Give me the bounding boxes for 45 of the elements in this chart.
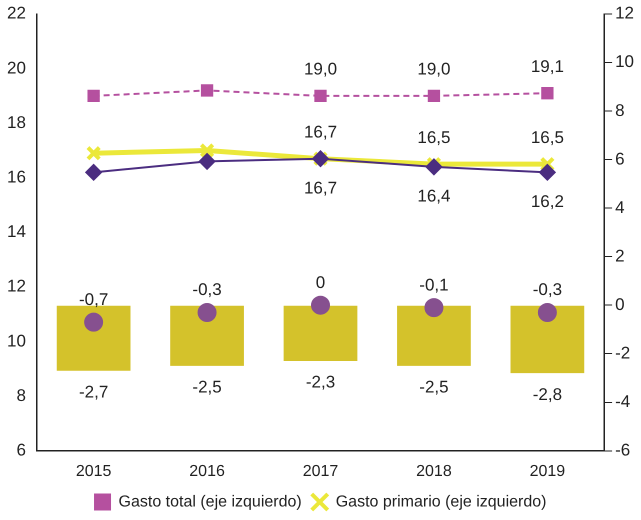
y-tick-label: 12: [6, 276, 26, 296]
y-tick-label: 8: [16, 386, 26, 405]
data-label: 16,5: [530, 128, 564, 147]
data-label: -2,5: [419, 378, 449, 397]
data-label: -2,5: [192, 378, 222, 397]
data-label: 0: [316, 272, 326, 292]
y2-tick-label: 12: [615, 4, 634, 23]
y-tick-label: 22: [6, 4, 26, 23]
y-tick-label: 16: [6, 167, 26, 186]
y2-tick-label: 0: [615, 294, 625, 314]
y-tick-label: 18: [6, 112, 26, 132]
y2-tick-label: 4: [615, 198, 625, 217]
x-tick-label: 2016: [189, 462, 225, 480]
y-tick-label: 6: [16, 440, 26, 460]
data-label: 19,0: [417, 60, 450, 79]
data-label: 16,7: [304, 178, 338, 198]
y-tick-label: 20: [6, 58, 26, 78]
data-label: 16,5: [417, 128, 450, 147]
data-label: -2,8: [532, 384, 562, 404]
data-label: 16,2: [530, 192, 564, 212]
data-label: 19,1: [530, 56, 564, 76]
y-tick-label: 10: [6, 331, 26, 350]
data-label: -0,3: [532, 280, 562, 300]
data-label: -0,7: [78, 290, 108, 309]
data-label: 19,0: [304, 60, 338, 79]
y2-tick-label: -2: [615, 343, 630, 362]
y2-tick-label: 6: [615, 149, 625, 168]
x-tick-label: 2019: [530, 462, 566, 480]
y2-tick-label: 8: [615, 100, 625, 120]
data-label: 16,7: [304, 122, 338, 142]
legend-label: Gasto total (eje izquierdo): [118, 493, 302, 510]
data-label: 16,4: [417, 186, 450, 206]
legend-label: Gasto primario (eje izquierdo): [336, 493, 546, 510]
x-tick-label: 2018: [416, 462, 452, 480]
y2-tick-label: 2: [615, 246, 625, 266]
y2-tick-label: 10: [615, 52, 634, 72]
y-tick-label: 14: [6, 222, 26, 242]
x-tick-label: 2015: [76, 462, 112, 480]
y2-tick-label: -4: [615, 392, 630, 411]
data-label: -2,7: [78, 382, 108, 402]
y2-tick-label: -6: [615, 440, 630, 460]
x-tick-label: 2017: [302, 462, 338, 480]
data-label: -2,3: [306, 372, 336, 392]
data-label: -0,3: [192, 280, 222, 300]
data-label: -0,1: [419, 275, 449, 294]
